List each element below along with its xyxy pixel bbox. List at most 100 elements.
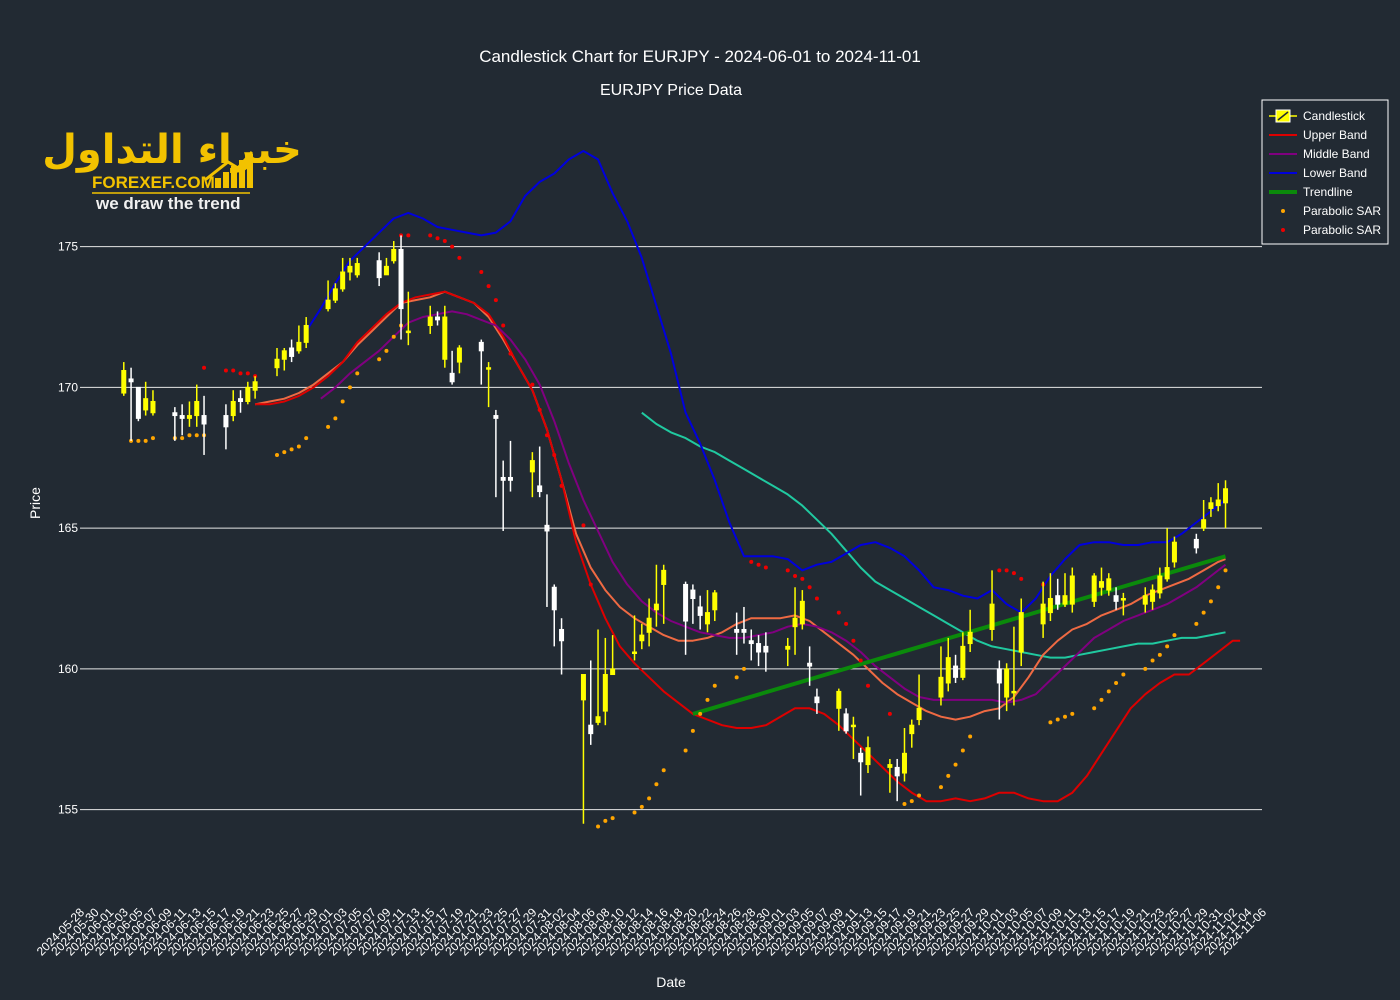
candle xyxy=(1157,567,1163,599)
candle-body xyxy=(799,600,805,625)
sar-dot xyxy=(938,785,943,790)
candle xyxy=(1069,567,1075,613)
y-tick-label: 175 xyxy=(58,240,78,254)
candle xyxy=(172,407,178,441)
sar-dot xyxy=(997,568,1002,573)
sar-dot xyxy=(508,351,513,356)
candle xyxy=(544,494,550,607)
sar-dot xyxy=(1201,610,1206,615)
candle xyxy=(683,581,689,655)
candle-body xyxy=(1062,595,1068,605)
candle xyxy=(456,345,462,374)
y-tick-label: 155 xyxy=(58,803,78,817)
sar-dot xyxy=(486,284,491,289)
candle xyxy=(887,758,893,793)
candle xyxy=(989,570,995,641)
legend-item: Lower Band xyxy=(1269,166,1367,180)
candle xyxy=(1018,598,1024,667)
candle xyxy=(1047,573,1053,622)
candle-body xyxy=(1193,538,1199,549)
candle-body xyxy=(909,724,915,735)
candle-body xyxy=(865,747,871,766)
sar-dot xyxy=(1172,633,1177,638)
candle-body xyxy=(179,415,185,419)
candle-body xyxy=(296,341,302,352)
candle xyxy=(763,632,769,672)
sar-dot xyxy=(289,447,294,452)
candle xyxy=(529,452,535,498)
candle-body xyxy=(741,628,747,633)
sar-dot xyxy=(1208,599,1213,604)
candle xyxy=(639,623,645,650)
candle-body xyxy=(1113,595,1119,602)
candle xyxy=(1062,573,1068,607)
forexef-logo: خبراء التداول FOREXEF.COM we draw the tr… xyxy=(42,127,302,213)
candle xyxy=(340,257,346,292)
legend-dot-icon xyxy=(1281,228,1285,232)
candle xyxy=(661,564,667,624)
sar-dot xyxy=(741,666,746,671)
candle-body xyxy=(559,628,565,642)
y-tick-label: 165 xyxy=(58,521,78,535)
candle-body xyxy=(500,476,506,481)
candle-body xyxy=(704,612,710,625)
candle-body xyxy=(1208,502,1214,509)
sar-dot xyxy=(1011,571,1016,576)
candle-body xyxy=(347,265,353,273)
candle xyxy=(486,362,492,408)
candle xyxy=(427,305,433,334)
candle xyxy=(814,688,820,714)
sar-dot xyxy=(1070,711,1075,716)
candle xyxy=(347,257,353,281)
candle-body xyxy=(989,603,995,630)
sar-dot xyxy=(450,244,455,249)
sar-dot xyxy=(501,323,506,328)
candle xyxy=(303,317,309,348)
sar-dot xyxy=(698,711,703,716)
candle-body xyxy=(391,248,397,262)
candle xyxy=(238,390,244,413)
sar-dot xyxy=(654,782,659,787)
sar-dot xyxy=(639,804,644,809)
candle-body xyxy=(289,347,295,357)
candle-body xyxy=(1018,612,1024,653)
candle-body xyxy=(172,412,178,417)
candle-body xyxy=(544,524,550,532)
candle xyxy=(332,283,338,303)
candle-body xyxy=(143,398,149,411)
candle-body xyxy=(427,316,433,326)
candle xyxy=(741,606,747,644)
candle xyxy=(712,590,718,622)
candle-body xyxy=(690,589,696,600)
candle xyxy=(756,635,762,667)
candle-body xyxy=(632,651,638,654)
sar-dot xyxy=(960,748,965,753)
candle xyxy=(858,747,864,796)
sar-dot xyxy=(296,444,301,449)
sar-dot xyxy=(1223,568,1228,573)
candle-body xyxy=(1201,519,1207,529)
candle xyxy=(850,716,856,759)
upper-band-line xyxy=(255,290,1241,803)
candle-body xyxy=(325,299,331,310)
sar-dot xyxy=(1004,568,1009,573)
candle-body xyxy=(1098,581,1104,588)
candle xyxy=(252,376,258,399)
sar-dot xyxy=(282,450,287,455)
legend-item: Middle Band xyxy=(1269,147,1370,161)
sar-dot xyxy=(304,436,309,441)
teal-moving-average-line xyxy=(641,411,1226,659)
sar-dot xyxy=(734,675,739,680)
candle-body xyxy=(653,603,659,611)
candle xyxy=(1150,584,1156,610)
candle-body xyxy=(1091,575,1097,602)
candle-body xyxy=(376,260,382,279)
candle-body xyxy=(646,617,652,633)
candle-body xyxy=(960,645,966,678)
sar-dot xyxy=(1092,706,1097,711)
candle-body xyxy=(996,668,1002,684)
candle xyxy=(646,598,652,647)
candle-body xyxy=(1040,603,1046,625)
candle-body xyxy=(194,400,200,417)
sar-dot xyxy=(136,438,141,443)
